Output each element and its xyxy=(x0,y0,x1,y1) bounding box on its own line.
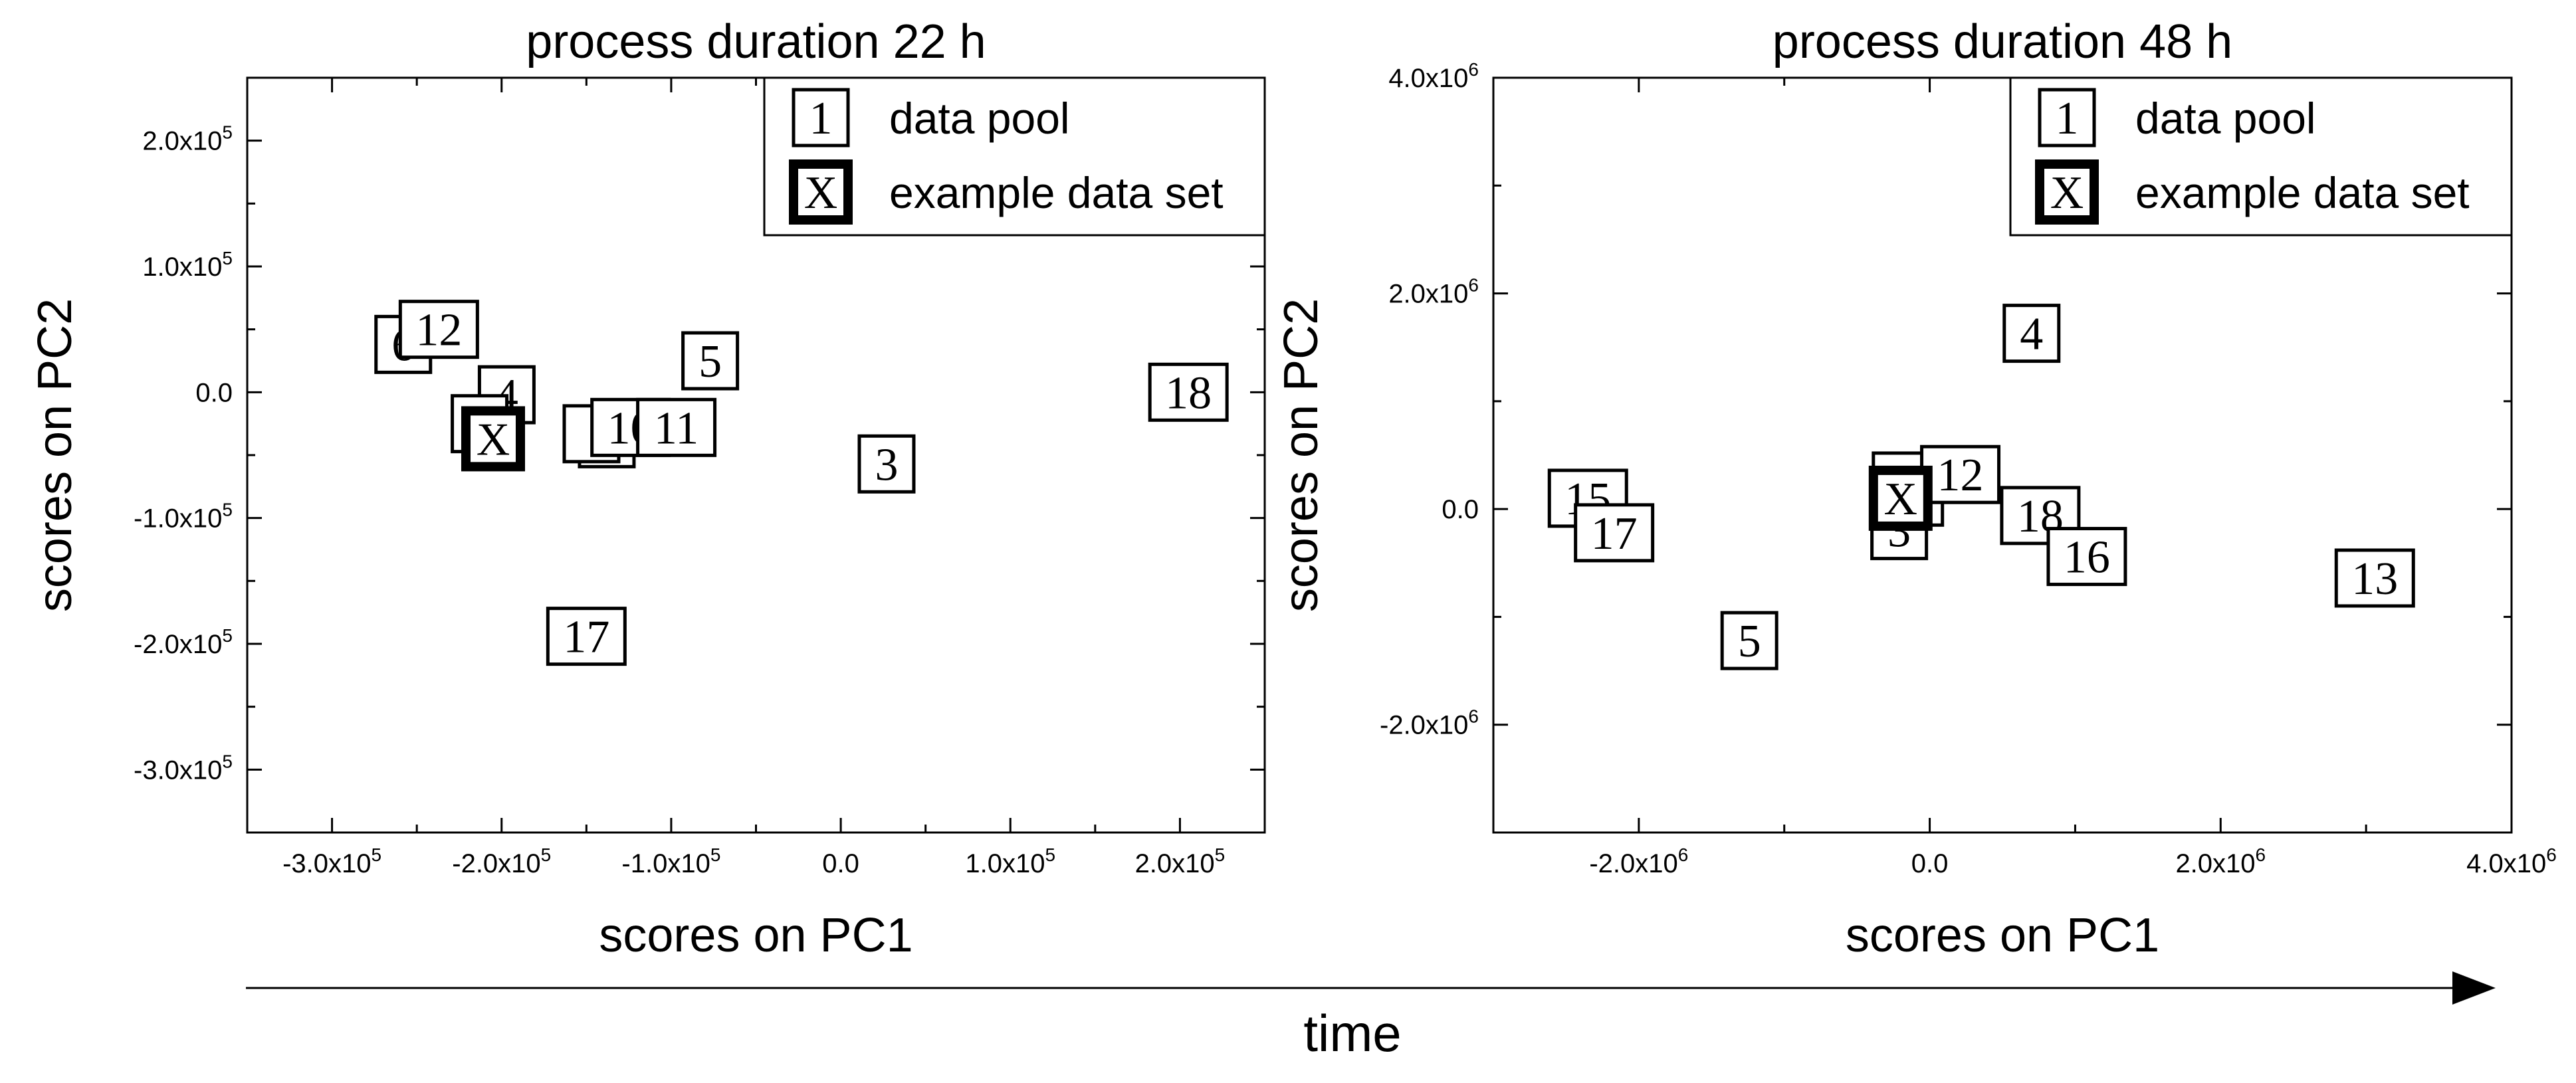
x-tick-label: 0.0 xyxy=(822,849,859,878)
data-marker: 16 xyxy=(2046,527,2127,587)
data-marker-label: 3 xyxy=(875,439,898,490)
data-marker-box xyxy=(1920,444,2001,504)
data-marker-label: 17 xyxy=(1591,508,1638,559)
data-marker: 18 xyxy=(2000,486,2081,545)
x-tick-label: 2.0x105 xyxy=(1135,844,1226,878)
x-tick-label: -2.0x106 xyxy=(1589,844,1688,878)
x-tick-label: 1.0x105 xyxy=(965,844,1055,878)
example-marker-label: X xyxy=(477,414,510,465)
legend-symbol: X xyxy=(789,159,853,225)
y-tick-label: 2.0x106 xyxy=(1388,275,1479,309)
data-marker-label: 5 xyxy=(698,336,722,387)
example-marker: X xyxy=(1868,465,1933,531)
legend-label: example data set xyxy=(2135,168,2470,217)
data-marker: 11 xyxy=(636,397,717,457)
data-marker: 4 xyxy=(2002,304,2061,363)
plot-frame xyxy=(1492,76,2513,834)
x-axis-label: scores on PC1 xyxy=(599,909,912,962)
data-marker: 12 xyxy=(398,300,479,359)
legend-symbol-label: 1 xyxy=(2056,93,2079,144)
data-marker-label: 4 xyxy=(2020,309,2043,360)
data-marker: 18 xyxy=(1148,362,1229,422)
data-marker: 17 xyxy=(546,607,627,666)
data-marker: 3 xyxy=(857,434,916,494)
data-marker: 17 xyxy=(1574,503,1655,563)
y-tick-label: 1.0x105 xyxy=(142,248,233,282)
data-marker-box xyxy=(2046,527,2127,587)
x-axis-label: scores on PC1 xyxy=(1846,909,2159,962)
data-marker: 12 xyxy=(1920,444,2001,504)
y-tick-label: -1.0x105 xyxy=(134,500,233,534)
data-marker-box xyxy=(1720,611,1778,670)
data-marker-box xyxy=(2000,486,2081,545)
data-markers: 61241011531718X xyxy=(374,300,1229,666)
data-marker-box xyxy=(636,397,717,457)
data-marker-label: 5 xyxy=(1738,616,1761,667)
data-marker: 5 xyxy=(1720,611,1778,670)
data-marker-box xyxy=(398,300,479,359)
legend-symbol: 1 xyxy=(792,88,850,148)
data-marker-label: 12 xyxy=(1937,450,1984,501)
x-tick-label: 4.0x106 xyxy=(2466,844,2557,878)
legend-label: example data set xyxy=(889,168,1224,217)
time-arrow-head xyxy=(2452,971,2496,1005)
y-tick-label: 4.0x106 xyxy=(1388,59,1479,93)
data-marker: 13 xyxy=(2334,548,2415,608)
legend-symbol-label: X xyxy=(2050,167,2084,219)
y-tick-label: 2.0x105 xyxy=(142,122,233,156)
x-tick-label: -1.0x105 xyxy=(621,844,720,878)
legend: 1 data pool X example data set xyxy=(763,76,1266,237)
legend-symbol-label: 1 xyxy=(809,93,833,144)
legend-symbol: X xyxy=(2035,159,2099,225)
example-marker-box xyxy=(1868,465,1933,531)
legend-symbol-box xyxy=(2035,159,2099,225)
y-tick-label: -2.0x106 xyxy=(1380,706,1479,740)
data-marker-box xyxy=(2334,548,2415,608)
legend-symbol-box xyxy=(789,159,853,225)
legend-symbol-box xyxy=(2038,88,2096,148)
data-marker-box xyxy=(857,434,916,494)
data-marker-box xyxy=(1148,362,1229,422)
y-tick-label: -3.0x105 xyxy=(134,751,233,785)
data-marker-box xyxy=(1574,503,1655,563)
chart-title: process duration 48 h xyxy=(1772,15,2232,68)
data-marker-label: 12 xyxy=(415,305,462,356)
x-tick-label: -2.0x105 xyxy=(452,844,551,878)
data-marker-box xyxy=(2002,304,2061,363)
data-marker-label: 17 xyxy=(563,612,609,663)
data-marker: 5 xyxy=(681,331,740,391)
legend-label: data pool xyxy=(889,94,1070,143)
chart-title: process duration 22 h xyxy=(526,15,986,68)
data-marker-label: 11 xyxy=(654,403,698,454)
y-axis-label: scores on PC2 xyxy=(1275,298,1328,612)
legend-symbol-box xyxy=(792,88,850,148)
legend-label: data pool xyxy=(2135,94,2316,143)
data-marker-label: 13 xyxy=(2351,553,2398,605)
example-marker-box xyxy=(461,406,525,472)
legend-symbol: 1 xyxy=(2038,88,2096,148)
x-tick-label: 2.0x106 xyxy=(2175,844,2266,878)
x-tick-label: -3.0x105 xyxy=(282,844,381,878)
legend-symbol-label: X xyxy=(804,167,838,219)
legend: 1 data pool X example data set xyxy=(2009,76,2513,237)
data-marker-label: 16 xyxy=(2064,532,2110,583)
y-axis-label: scores on PC2 xyxy=(29,298,82,612)
data-marker-box xyxy=(546,607,627,666)
data-marker-label: 18 xyxy=(1165,367,1212,419)
y-tick-label: -2.0x105 xyxy=(134,625,233,659)
data-marker-box xyxy=(681,331,740,391)
example-marker-label: X xyxy=(1884,474,1918,525)
time-axis: time xyxy=(246,971,2496,1062)
y-tick-label: 0.0 xyxy=(195,378,233,407)
panel-48h: -2.0x106 0.0 2.0x106 4.0x106 4.0x106 2.0x106 0… xyxy=(1275,15,2557,962)
y-tick-label: 0.0 xyxy=(1442,495,1479,524)
panel-22h: -3.0x105 -2.0x105 -1.0x105 0.0 1.0x105 2.0x10… xyxy=(29,15,1266,962)
x-tick-label: 0.0 xyxy=(1911,849,1949,878)
example-marker: X xyxy=(461,406,525,472)
time-label: time xyxy=(1303,1004,1401,1062)
